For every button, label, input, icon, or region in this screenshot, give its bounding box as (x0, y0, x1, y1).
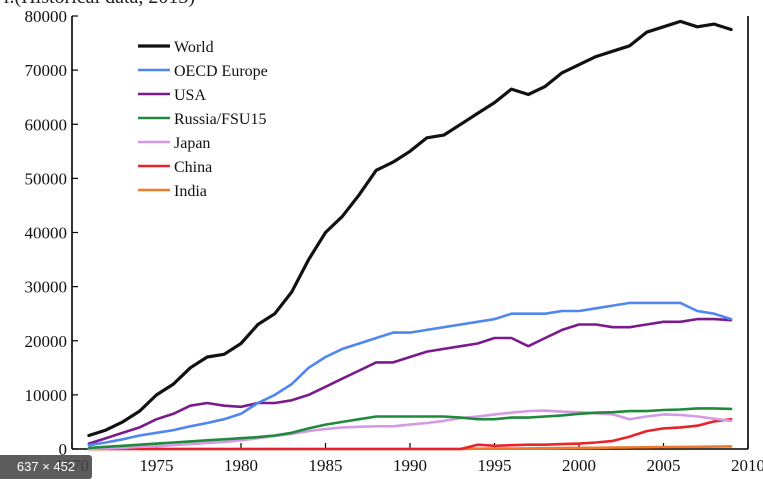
x-tick-label: 1975 (140, 456, 174, 475)
legend: World OECD Europe USA Russia/FSU15 Japan Chin… (138, 39, 268, 200)
x-tick-label: 2005 (647, 456, 681, 475)
y-tick-label: 20000 (25, 332, 68, 351)
legend-label-russia-fsu15: Russia/FSU15 (174, 111, 266, 128)
x-tick-label: 1990 (393, 456, 427, 475)
y-tick-label: 30000 (25, 278, 68, 297)
x-tick-label: 1985 (309, 456, 343, 475)
series-line-usa (87, 317, 733, 445)
legend-label-japan: Japan (174, 135, 210, 152)
x-tick-label: 1980 (224, 456, 258, 475)
axes-layer: 0 10000 20000 30000 40000 50000 60000 70000 8000… (25, 7, 763, 475)
y-tick-label: 80000 (25, 7, 68, 26)
y-tick-label: 70000 (25, 61, 68, 80)
clipped-chart-title: r.(Historical data, 2013) (4, 0, 195, 9)
series-line-world (87, 19, 733, 438)
y-tick-label: 40000 (25, 224, 68, 243)
y-tick-label: 50000 (25, 169, 68, 188)
legend-label-usa: USA (174, 87, 206, 104)
y-tick-label: 0 (59, 440, 68, 459)
legend-label-china: China (174, 159, 212, 176)
series-line-russia-fsu15 (87, 407, 733, 450)
x-tick-label: 1995 (478, 456, 512, 475)
legend-label-world: World (174, 39, 214, 56)
x-tick-label: 2010 (731, 456, 763, 475)
x-tick-label: 2000 (562, 456, 596, 475)
y-tick-label: 10000 (25, 386, 68, 405)
series-line-china (87, 417, 733, 451)
series-line-japan (87, 409, 733, 451)
y-tick-label: 60000 (25, 115, 68, 134)
series-layer (87, 19, 733, 451)
legend-label-india: India (174, 183, 207, 200)
series-line-oecd-europe (87, 301, 733, 447)
image-size-badge: 637 × 452 (0, 455, 92, 479)
legend-label-oecd-europe: OECD Europe (174, 63, 268, 80)
